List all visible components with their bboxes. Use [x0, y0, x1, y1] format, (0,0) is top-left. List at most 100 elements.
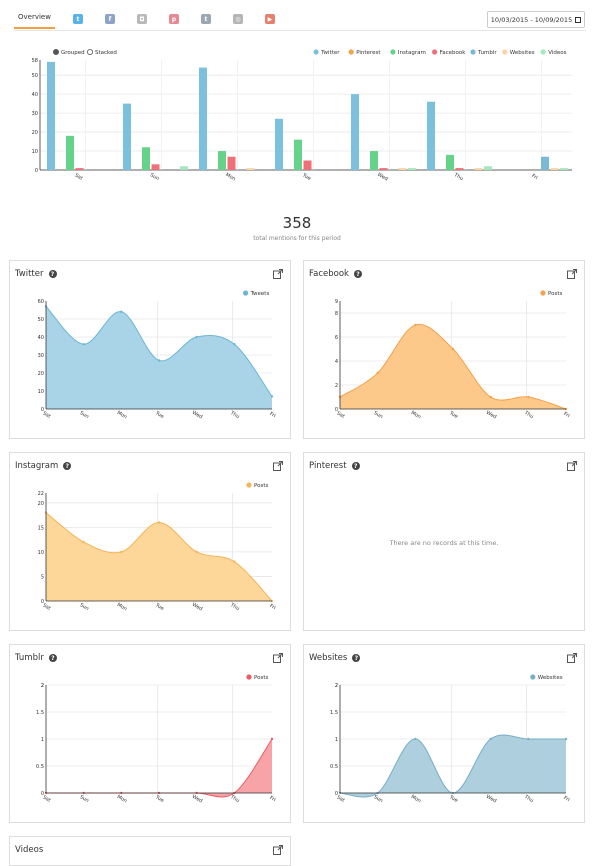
- data-point[interactable]: [564, 737, 568, 741]
- bar[interactable]: [455, 168, 464, 170]
- bar[interactable]: [75, 168, 84, 170]
- help-icon[interactable]: ?: [353, 270, 362, 278]
- bar[interactable]: [123, 103, 131, 170]
- help-icon[interactable]: ?: [48, 654, 57, 662]
- bar[interactable]: [199, 67, 207, 170]
- tab-instagram[interactable]: ◘: [136, 14, 147, 24]
- y-max-label: 22: [38, 491, 44, 497]
- external-link-icon[interactable]: [567, 653, 577, 663]
- legend-instagram[interactable]: Instagram: [390, 49, 426, 56]
- bar[interactable]: [275, 118, 283, 170]
- data-point[interactable]: [82, 540, 85, 544]
- data-point[interactable]: [120, 310, 123, 313]
- bar[interactable]: [408, 168, 416, 170]
- bar[interactable]: [142, 147, 150, 170]
- data-point[interactable]: [489, 395, 492, 399]
- bar[interactable]: [541, 156, 549, 170]
- data-point[interactable]: [82, 343, 85, 346]
- data-point[interactable]: [270, 737, 274, 741]
- data-point[interactable]: [489, 737, 492, 741]
- tab-overview[interactable]: Overview: [14, 9, 55, 29]
- bar[interactable]: [66, 135, 74, 170]
- legend-label: Tumblr: [477, 50, 497, 56]
- data-point[interactable]: [270, 395, 274, 398]
- external-link-icon[interactable]: [273, 845, 283, 855]
- y-tick-label: 0: [41, 599, 44, 605]
- x-tick-label: Fri: [562, 795, 570, 803]
- bar[interactable]: [47, 61, 55, 170]
- bar[interactable]: [427, 101, 435, 170]
- mode-stacked[interactable]: Stacked: [87, 49, 117, 56]
- bar[interactable]: [180, 166, 188, 170]
- help-icon[interactable]: ?: [63, 462, 72, 470]
- legend-videos[interactable]: Videos: [540, 49, 567, 56]
- x-tick-label: Sat: [335, 410, 345, 419]
- data-point[interactable]: [451, 347, 455, 351]
- legend-facebook[interactable]: Facebook: [432, 49, 466, 56]
- legend-item[interactable]: Websites: [530, 674, 563, 681]
- y-tick-label: 2: [335, 683, 338, 689]
- bar[interactable]: [550, 168, 559, 170]
- bar[interactable]: [351, 94, 359, 170]
- legend-item[interactable]: Tweets: [243, 290, 269, 297]
- bar[interactable]: [398, 168, 407, 170]
- data-point[interactable]: [233, 560, 236, 563]
- x-tick-label: Wed: [376, 172, 388, 183]
- help-icon[interactable]: ?: [352, 654, 361, 662]
- data-point[interactable]: [527, 395, 530, 399]
- data-point[interactable]: [376, 371, 379, 375]
- tab-tumblr[interactable]: t: [200, 14, 211, 24]
- external-link-icon[interactable]: [567, 461, 577, 471]
- legend-item[interactable]: Posts: [246, 482, 269, 489]
- bar[interactable]: [379, 168, 388, 170]
- help-icon[interactable]: ?: [48, 270, 57, 278]
- tab-videos[interactable]: ▶: [264, 14, 275, 24]
- legend-item[interactable]: Posts: [540, 290, 563, 297]
- bar[interactable]: [474, 168, 483, 170]
- external-link-icon[interactable]: [273, 653, 283, 663]
- calendar-icon: [575, 16, 582, 23]
- date-range-picker[interactable]: 10/03/2015 - 10/09/2015: [487, 11, 585, 28]
- facebook-icon: f: [108, 15, 112, 23]
- bar[interactable]: [303, 160, 312, 170]
- tab-websites[interactable]: ◎: [232, 14, 243, 24]
- legend-tumblr[interactable]: Tumblr: [470, 49, 497, 56]
- bar[interactable]: [151, 164, 160, 170]
- external-link-icon[interactable]: [567, 269, 577, 279]
- bar[interactable]: [218, 151, 226, 170]
- bar[interactable]: [370, 151, 378, 170]
- external-link-icon[interactable]: [273, 269, 283, 279]
- data-point[interactable]: [414, 737, 417, 741]
- x-tick-label: Thu: [228, 410, 240, 420]
- legend-item[interactable]: Posts: [246, 674, 269, 681]
- help-icon[interactable]: ?: [351, 462, 360, 470]
- bar[interactable]: [484, 166, 492, 170]
- data-point[interactable]: [414, 323, 417, 327]
- data-point[interactable]: [233, 343, 236, 346]
- data-point[interactable]: [120, 550, 123, 554]
- legend-twitter[interactable]: Twitter: [313, 49, 341, 56]
- bar[interactable]: [246, 168, 255, 170]
- legend-swatch: [432, 49, 438, 55]
- bar[interactable]: [294, 139, 302, 170]
- data-point[interactable]: [195, 550, 198, 554]
- tab-facebook[interactable]: f: [104, 14, 115, 24]
- legend-websites[interactable]: Websites: [502, 49, 535, 56]
- external-link-icon[interactable]: [273, 461, 283, 471]
- panel-title: Tumblr?: [15, 653, 57, 663]
- data-point[interactable]: [527, 737, 530, 741]
- tab-twitter[interactable]: t: [72, 14, 83, 24]
- bar[interactable]: [446, 154, 454, 170]
- panel-title-text: Tumblr: [15, 653, 44, 663]
- tab-pinterest[interactable]: p: [168, 14, 179, 24]
- total-mentions-label: total mentions for this period: [253, 235, 341, 242]
- legend-pinterest[interactable]: Pinterest: [348, 49, 382, 56]
- series-area: [46, 739, 272, 797]
- data-point[interactable]: [157, 359, 161, 362]
- mode-grouped[interactable]: Grouped: [52, 49, 85, 56]
- data-point[interactable]: [195, 335, 198, 339]
- legend-label: Posts: [254, 483, 269, 489]
- bar[interactable]: [560, 168, 568, 170]
- data-point[interactable]: [157, 521, 161, 524]
- bar[interactable]: [227, 156, 236, 170]
